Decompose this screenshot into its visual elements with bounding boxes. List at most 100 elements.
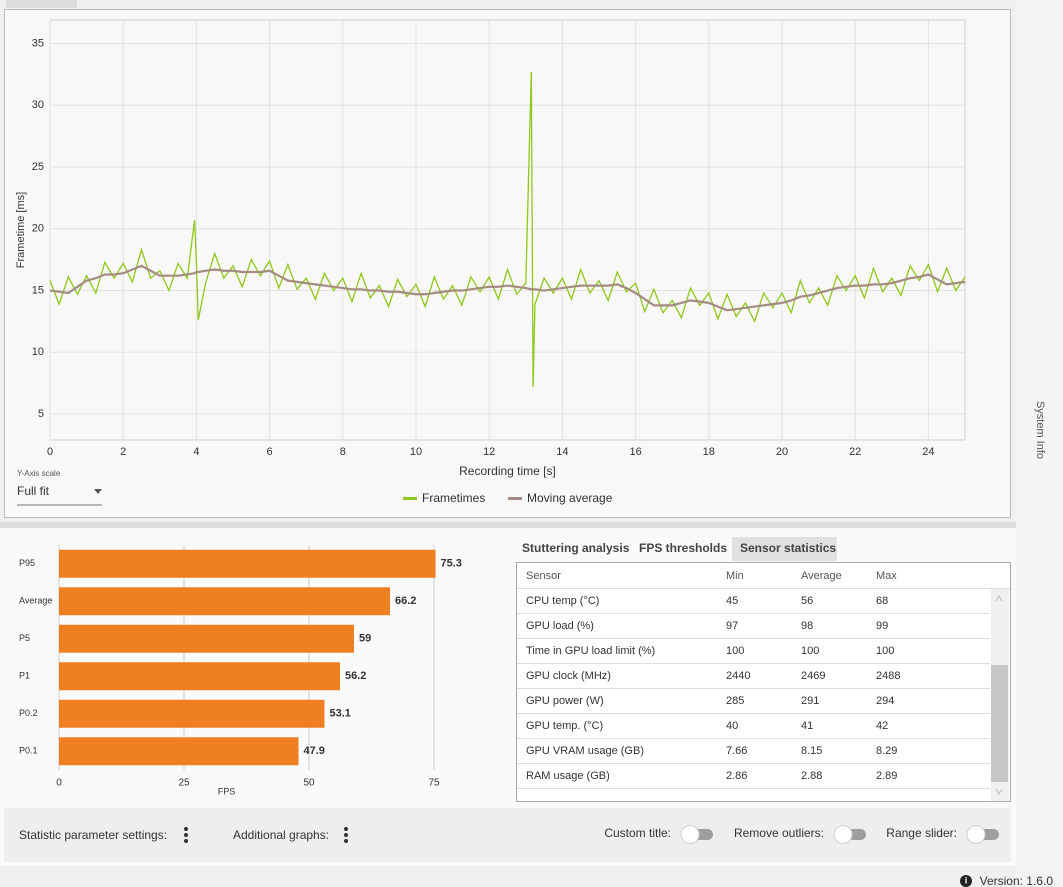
x-tick-label: 25 <box>178 778 190 789</box>
category-label: P1 <box>19 671 30 681</box>
x-tick-label: 10 <box>410 446 422 458</box>
bar <box>59 662 340 691</box>
top-tab[interactable] <box>6 0 77 8</box>
table-cell: GPU power (W) <box>526 695 604 707</box>
table-cell: GPU temp. (°C) <box>526 720 603 732</box>
x-tick-label: 4 <box>193 446 199 458</box>
menu-dots[interactable] <box>344 827 348 843</box>
table-cell: 98 <box>801 620 813 632</box>
scroll-up[interactable] <box>995 595 1003 602</box>
toggle-knob[interactable] <box>833 825 853 844</box>
table-cell: 56 <box>801 595 813 607</box>
bar <box>59 587 390 616</box>
bar <box>59 624 354 653</box>
table-cell: 294 <box>876 695 894 707</box>
table-cell: 45 <box>726 595 738 607</box>
value-label: 66.2 <box>395 595 416 607</box>
x-tick-label: 20 <box>776 446 788 458</box>
dot[interactable] <box>184 833 188 837</box>
x-tick-label: 6 <box>267 446 273 458</box>
tab-active-bg <box>732 537 837 561</box>
tab[interactable]: Stuttering analysis <box>522 541 630 555</box>
scrollbar-thumb[interactable] <box>991 665 1008 782</box>
table-cell: 99 <box>876 620 888 632</box>
info-icon-glyph: i <box>965 875 968 885</box>
table-cell: 2.88 <box>801 770 822 782</box>
dot[interactable] <box>184 839 188 843</box>
value-label: 47.9 <box>304 745 325 757</box>
table-cell: CPU temp (°C) <box>526 595 599 607</box>
table-cell: 7.66 <box>726 745 747 757</box>
table-cell: 100 <box>801 645 819 657</box>
table-cell: GPU VRAM usage (GB) <box>526 745 644 757</box>
value-label: 53.1 <box>330 708 351 720</box>
y-tick-label: 30 <box>32 99 44 111</box>
category-label: P0.1 <box>19 746 38 756</box>
table-cell: 291 <box>801 695 819 707</box>
table-cell: 2.86 <box>726 770 747 782</box>
series-line <box>49 264 966 312</box>
table-cell: 8.29 <box>876 745 897 757</box>
table-cell: 2469 <box>801 670 825 682</box>
table-cell: Time in GPU load limit (%) <box>526 645 655 657</box>
menu-dots[interactable] <box>184 827 188 843</box>
splitter <box>0 522 1016 528</box>
x-tick-label: 8 <box>340 446 346 458</box>
dropdown-arrow[interactable] <box>94 489 102 494</box>
y-tick-label: 10 <box>32 346 44 358</box>
side-panel <box>1016 0 1063 866</box>
value-label: 59 <box>359 633 371 645</box>
toggle-label: Custom title: <box>604 826 671 840</box>
table-header: Sensor <box>526 570 561 582</box>
y-tick-label: 35 <box>32 37 44 49</box>
table-header: Average <box>801 570 842 582</box>
y-tick-label: 15 <box>32 284 44 296</box>
y-tick-label: 5 <box>38 408 44 420</box>
legend-swatch <box>508 497 522 500</box>
toggle-knob[interactable] <box>680 825 700 844</box>
dot[interactable] <box>344 839 348 843</box>
x-tick-label: 18 <box>703 446 715 458</box>
x-axis-title: FPS <box>218 786 236 796</box>
legend-swatch <box>403 497 417 500</box>
value-label: 75.3 <box>441 558 462 570</box>
dropdown-value[interactable]: Full fit <box>17 484 50 498</box>
x-tick-label: 12 <box>483 446 495 458</box>
scroll-down[interactable] <box>995 788 1003 795</box>
table-cell: 2440 <box>726 670 750 682</box>
tab[interactable]: Sensor statistics <box>740 541 836 555</box>
x-tick-label: 16 <box>629 446 641 458</box>
table-cell: 100 <box>726 645 744 657</box>
dot[interactable] <box>184 827 188 831</box>
category-label: P95 <box>19 558 35 568</box>
info-icon <box>960 875 972 887</box>
tab[interactable]: FPS thresholds <box>639 541 727 555</box>
toggle-label: Remove outliers: <box>734 826 824 840</box>
legend-label: Frametimes <box>422 491 485 505</box>
legend-label: Moving average <box>527 491 613 505</box>
dot[interactable] <box>344 833 348 837</box>
x-tick-label: 75 <box>428 778 440 789</box>
x-tick-label: 2 <box>120 446 126 458</box>
x-axis-title: Recording time [s] <box>459 464 556 478</box>
toggle-knob[interactable] <box>966 825 986 844</box>
dot[interactable] <box>344 827 348 831</box>
x-tick-label: 0 <box>56 778 62 789</box>
table-frame <box>516 562 1011 802</box>
settings-label: Statistic parameter settings: <box>19 828 167 842</box>
table-cell: 40 <box>726 720 738 732</box>
bar <box>59 699 325 728</box>
category-label: Average <box>19 596 52 606</box>
y-tick-label: 20 <box>32 223 44 235</box>
x-tick-label: 50 <box>303 778 315 789</box>
category-label: P0.2 <box>19 708 38 718</box>
dropdown-label: Y-Axis scale <box>17 469 61 478</box>
side-tab[interactable]: System Info <box>1034 401 1046 459</box>
table-cell: GPU clock (MHz) <box>526 670 611 682</box>
table-cell: 100 <box>876 645 894 657</box>
x-tick-label: 0 <box>47 446 53 458</box>
x-tick-label: 24 <box>922 446 934 458</box>
table-cell: RAM usage (GB) <box>526 770 610 782</box>
bar <box>59 549 436 578</box>
table-cell: 68 <box>876 595 888 607</box>
